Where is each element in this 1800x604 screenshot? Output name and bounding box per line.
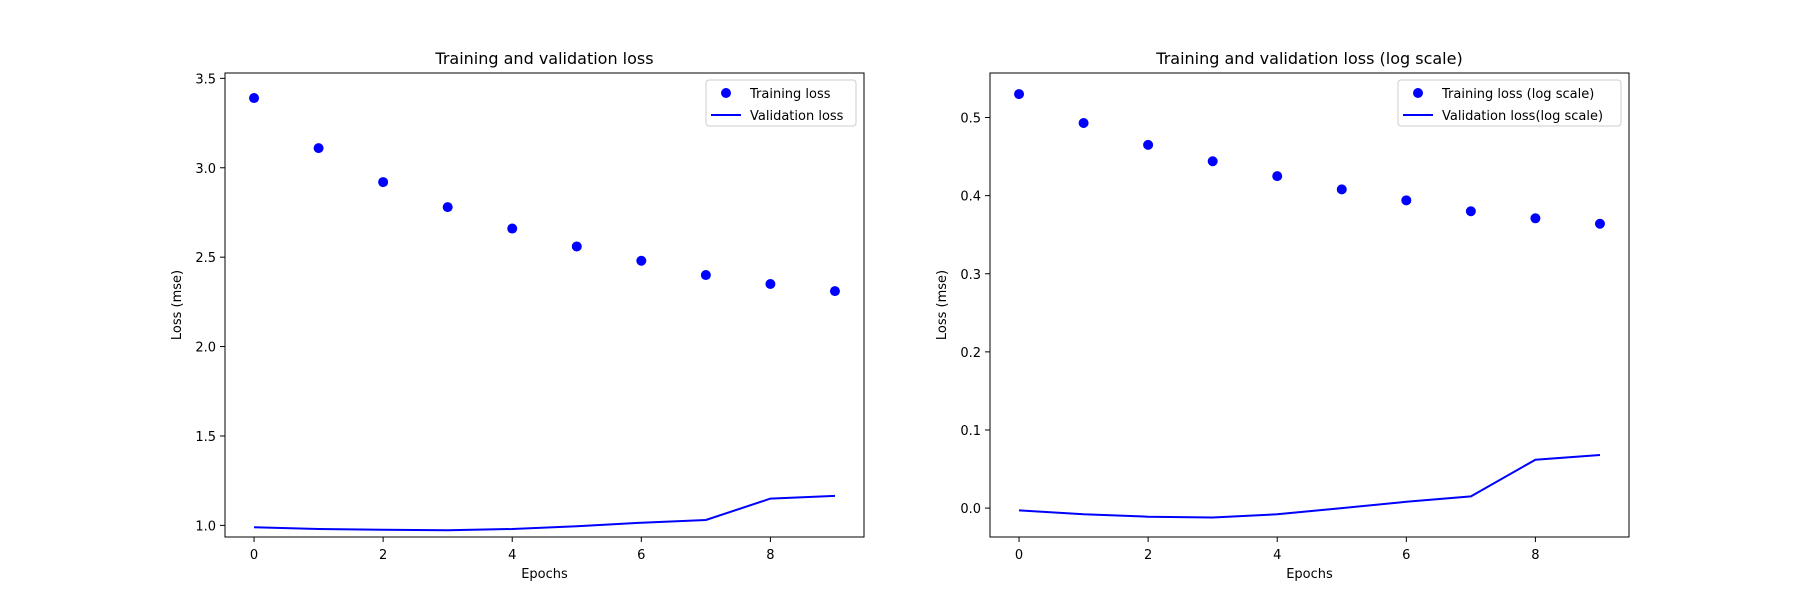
chart1-xtick-label: 0 [250, 548, 258, 563]
chart2-training-point [1078, 117, 1089, 128]
chart2-legend: Training loss (log scale) Validation loss… [1397, 79, 1622, 127]
chart2-xtick-label: 6 [1402, 548, 1410, 563]
chart2-ytick-label: 0.4 [960, 190, 981, 205]
chart1-ytick-label: 3.0 [195, 162, 216, 177]
chart2-training-point [1272, 171, 1283, 182]
chart1-ytick-label: 1.5 [195, 430, 216, 445]
chart1-legend-label: Validation loss [750, 109, 844, 124]
chart2-training-point [1530, 213, 1541, 224]
chart1-ytick-label: 2.5 [195, 251, 216, 266]
chart2-training-point [1207, 156, 1218, 167]
chart2-training-point [1014, 89, 1025, 100]
chart1-xtick-label: 4 [508, 548, 516, 563]
chart2-xtick-label: 0 [1015, 548, 1023, 563]
chart1-legend-label: Training loss [749, 87, 831, 102]
chart1-ytick-label: 3.5 [195, 72, 216, 87]
chart2-ytick-label: 0.2 [960, 346, 981, 361]
chart2-axes-frame [989, 72, 1630, 538]
chart2-xtick-label: 4 [1273, 548, 1281, 563]
chart2-xtick-label: 8 [1531, 548, 1539, 563]
chart1-legend-frame [705, 79, 857, 127]
chart1-ytick-label: 2.0 [195, 341, 216, 356]
chart1-training-point [765, 278, 776, 289]
chart2-ytick-label: 0.5 [960, 112, 981, 127]
chart2-ylabel: Loss (mse) [935, 270, 950, 340]
chart1-legend-marker [721, 88, 731, 98]
chart1: Training and validation loss 0 2 4 6 8 1.0 1.5 2… [170, 49, 865, 582]
chart1-training-point [313, 143, 324, 154]
chart2-xtick-label: 2 [1144, 548, 1152, 563]
chart1-training-point [829, 286, 840, 297]
chart2-title: Training and validation loss (log scale) [1155, 49, 1462, 68]
chart2-legend-marker [1413, 88, 1423, 98]
chart2-xlabel: Epochs [1286, 567, 1333, 582]
chart1-xtick-label: 6 [637, 548, 645, 563]
chart2-ytick-label: 0.3 [960, 268, 981, 283]
chart2-legend-label: Training loss (log scale) [1441, 87, 1594, 102]
chart1-training-point [571, 241, 582, 252]
chart2-ytick-label: 0.0 [960, 502, 981, 517]
chart1-training-point [249, 93, 260, 104]
chart2-legend-frame [1397, 79, 1622, 127]
chart2-training-point [1336, 184, 1347, 195]
chart1-training-point [700, 270, 711, 281]
chart1-training-point [442, 202, 453, 213]
chart2-legend-label: Validation loss(log scale) [1442, 109, 1603, 124]
chart1-xlabel: Epochs [521, 567, 568, 582]
chart1-legend: Training loss Validation loss [705, 79, 857, 127]
chart1-training-point [378, 177, 389, 188]
chart2-training-point [1465, 206, 1476, 217]
chart1-title: Training and validation loss [434, 49, 653, 68]
chart2-training-point [1143, 139, 1154, 150]
chart1-validation-line [253, 494, 836, 532]
chart1-ylabel: Loss (mse) [170, 270, 185, 340]
chart1-xtick-label: 2 [379, 548, 387, 563]
chart1-xtick-label: 8 [766, 548, 774, 563]
chart1-axes-frame [224, 72, 865, 538]
chart1-training-point [507, 223, 518, 234]
chart1-training-point [636, 255, 647, 266]
chart2-validation-line [1018, 454, 1601, 519]
chart2: Training and validation loss (log scale)… [935, 49, 1630, 582]
chart2-training-point [1594, 218, 1605, 229]
chart1-ytick-label: 1.0 [195, 519, 216, 534]
chart2-ytick-label: 0.1 [960, 424, 981, 439]
chart2-training-point [1401, 195, 1412, 206]
